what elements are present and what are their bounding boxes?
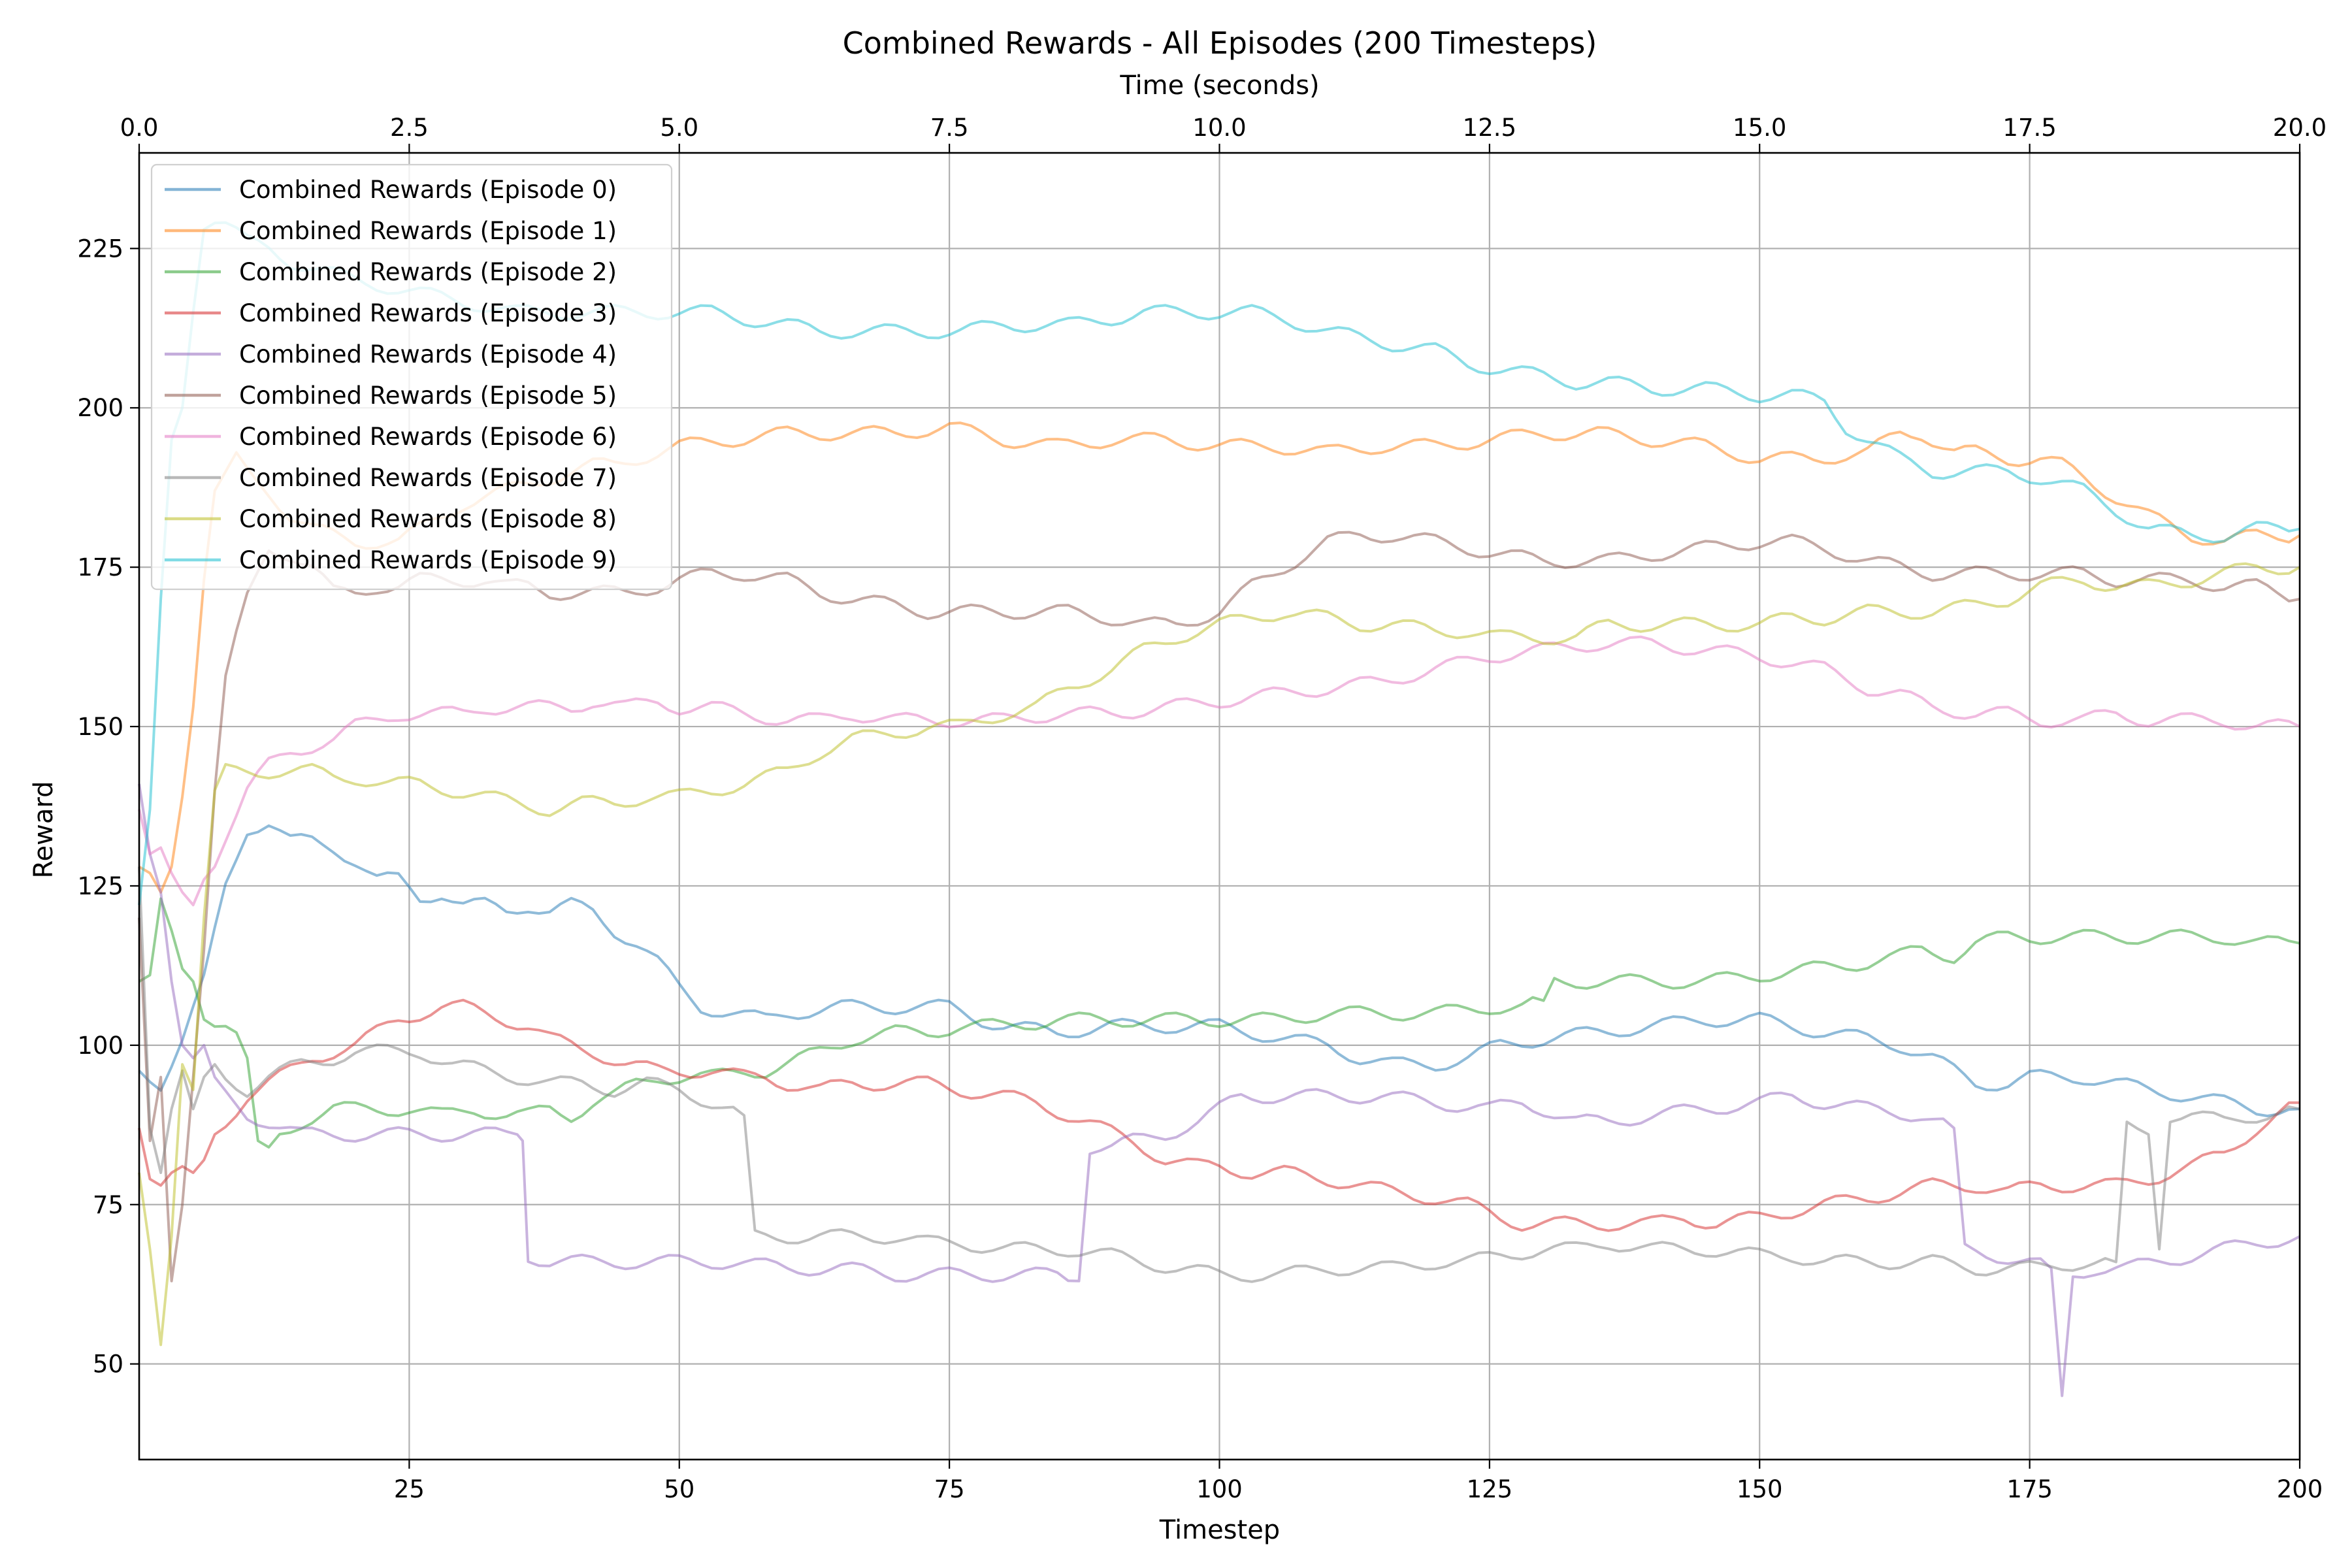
plot-lines xyxy=(138,221,2301,1397)
legend-label: Combined Rewards (Episode 6) xyxy=(239,423,617,451)
x-tick-label: 125 xyxy=(1467,1475,1513,1503)
top-axis-label: Time (seconds) xyxy=(1119,71,1319,101)
top-tick-label: 17.5 xyxy=(2002,114,2056,142)
series-line-episode-2 xyxy=(138,897,2300,1149)
top-tick-label: 15.0 xyxy=(1733,114,1786,142)
legend-box xyxy=(150,163,673,591)
top-tick-label: 12.5 xyxy=(1463,114,1516,142)
x-tick-label: 150 xyxy=(1737,1475,1783,1503)
x-tick-label: 175 xyxy=(2006,1475,2053,1503)
y-tick-label: 125 xyxy=(77,872,123,900)
legend: Combined Rewards (Episode 0) Combined Rew… xyxy=(150,163,673,591)
x-tick-label: 200 xyxy=(2277,1475,2323,1503)
y-tick-label: 100 xyxy=(77,1032,123,1060)
x-axis-label: Timestep xyxy=(1159,1515,1280,1545)
series-line-episode-6 xyxy=(138,635,2300,907)
series-line-episode-4 xyxy=(138,783,2300,1397)
legend-label: Combined Rewards (Episode 9) xyxy=(239,546,617,574)
x-tick-label: 100 xyxy=(1196,1475,1243,1503)
x-tick-label: 25 xyxy=(394,1475,425,1503)
x-tick-label: 75 xyxy=(934,1475,965,1503)
legend-label: Combined Rewards (Episode 5) xyxy=(239,382,617,410)
series-line-episode-7 xyxy=(138,866,2300,1283)
y-tick-label: 175 xyxy=(77,553,123,581)
x-tick-label: 50 xyxy=(664,1475,694,1503)
y-axis-label: Reward xyxy=(29,781,59,879)
top-tick-label: 20.0 xyxy=(2273,114,2327,142)
legend-label: Combined Rewards (Episode 2) xyxy=(239,258,617,286)
grid xyxy=(139,153,2301,1460)
legend-label: Combined Rewards (Episode 7) xyxy=(239,464,617,492)
legend-label: Combined Rewards (Episode 1) xyxy=(239,217,617,245)
top-tick-label: 2.5 xyxy=(390,114,429,142)
y-tick-label: 75 xyxy=(93,1191,123,1219)
chart-title: Combined Rewards - All Episodes (200 Tim… xyxy=(843,25,1597,61)
y-tick-label: 150 xyxy=(77,713,123,741)
y-tick-label: 200 xyxy=(77,394,123,422)
series-line-episode-8 xyxy=(138,562,2301,1347)
top-tick-label: 0.0 xyxy=(120,114,159,142)
top-tick-label: 10.0 xyxy=(1192,114,1246,142)
top-tick-label: 5.0 xyxy=(660,114,698,142)
top-tick-label: 7.5 xyxy=(930,114,969,142)
series-line-episode-0 xyxy=(138,824,2300,1118)
series-line-episode-3 xyxy=(138,998,2300,1232)
legend-label: Combined Rewards (Episode 4) xyxy=(239,340,617,368)
y-tick-label: 50 xyxy=(93,1350,123,1379)
legend-label: Combined Rewards (Episode 3) xyxy=(239,299,617,327)
y-tick-label: 225 xyxy=(77,235,123,263)
legend-label: Combined Rewards (Episode 8) xyxy=(239,505,617,533)
axis-ticks: 25 50 75 100 125 150 175 200 0.0 2.5 5.0 7.5 10.0 12.… xyxy=(77,114,2327,1503)
legend-label: Combined Rewards (Episode 0) xyxy=(239,176,617,204)
